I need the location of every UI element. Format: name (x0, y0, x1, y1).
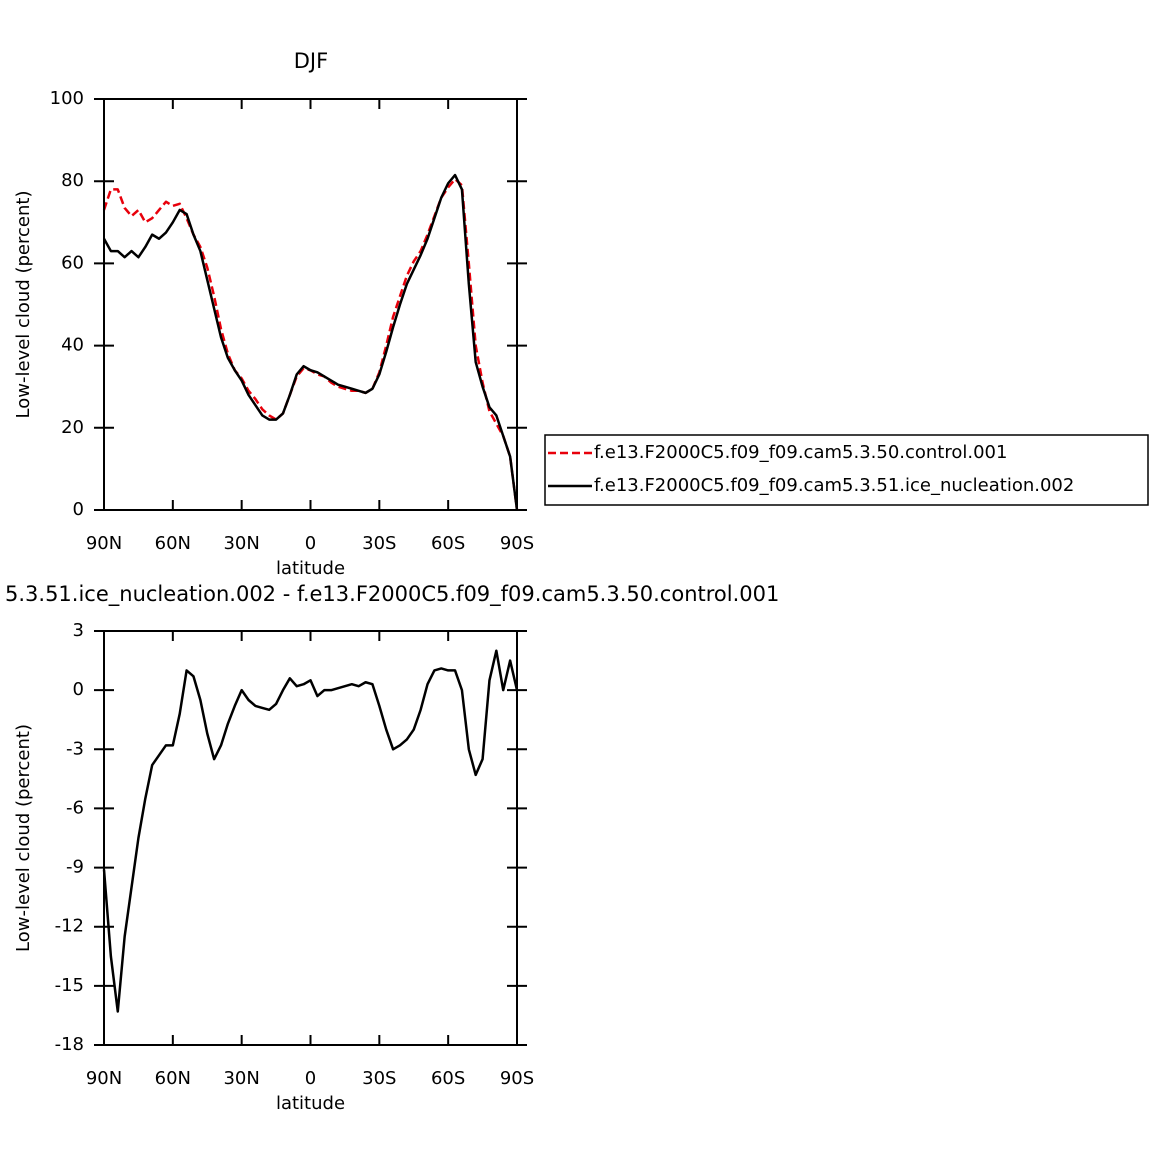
chart-title: DJF (294, 49, 328, 73)
y-tick-label: 60 (61, 252, 84, 273)
legend-label: f.e13.F2000C5.f09_f09.cam5.3.50.control.… (594, 442, 1007, 463)
x-tick-label: 60N (155, 533, 191, 554)
data-line (102, 177, 519, 511)
x-tick-label: 90S (500, 1068, 534, 1089)
x-tick-label: 30N (223, 1068, 259, 1089)
y-axis-label: Low-level cloud (percent) (13, 191, 34, 419)
x-tick-label: 90S (500, 533, 534, 554)
x-tick-label: 60S (431, 1068, 465, 1089)
x-tick-label: 30S (362, 533, 396, 554)
y-axis-label: Low-level cloud (percent) (13, 724, 34, 952)
x-tick-label: 0 (305, 533, 316, 554)
legend-box (544, 434, 1149, 506)
y-tick-label: 100 (50, 88, 84, 109)
x-tick-label: 60N (155, 1068, 191, 1089)
y-tick-label: 80 (61, 170, 84, 191)
y-tick-label: -9 (66, 857, 84, 878)
x-axis-label: latitude (276, 558, 345, 579)
x-tick-label: 0 (305, 1068, 316, 1089)
x-tick-label: 30S (362, 1068, 396, 1089)
x-tick-label: 90N (86, 1068, 122, 1089)
chart-title: 5.3.51.ice_nucleation.002 - f.e13.F2000C… (5, 582, 779, 607)
x-tick-label: 60S (431, 533, 465, 554)
data-line (102, 173, 519, 511)
y-tick-label: -12 (55, 916, 84, 937)
y-tick-label: 0 (73, 499, 84, 520)
x-tick-label: 90N (86, 533, 122, 554)
y-tick-label: -6 (66, 797, 84, 818)
x-axis-label: latitude (276, 1093, 345, 1114)
y-tick-label: -18 (55, 1034, 84, 1055)
plot-frame (103, 98, 518, 511)
y-tick-label: 0 (73, 679, 84, 700)
y-tick-label: -3 (66, 738, 84, 759)
y-tick-label: 40 (61, 335, 84, 356)
legend-label: f.e13.F2000C5.f09_f09.cam5.3.51.ice_nucl… (594, 475, 1074, 496)
y-tick-label: 3 (73, 620, 84, 641)
y-tick-label: 20 (61, 417, 84, 438)
x-tick-label: 30N (223, 533, 259, 554)
y-tick-label: -15 (55, 975, 84, 996)
data-line (102, 649, 519, 1013)
plot-frame (103, 630, 518, 1046)
